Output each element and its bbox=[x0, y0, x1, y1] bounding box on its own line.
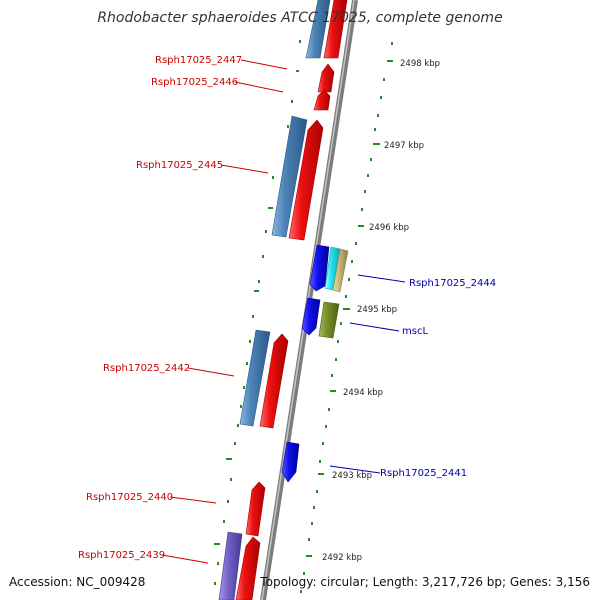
gene-feature bbox=[239, 329, 271, 427]
gene-features bbox=[218, 0, 349, 600]
kbp-label: 2496 kbp bbox=[369, 223, 409, 233]
gene-feature bbox=[245, 481, 266, 537]
gene-label: Rsph17025_2445 bbox=[136, 160, 223, 171]
gene-label: Rsph17025_2446 bbox=[151, 77, 238, 88]
kbp-scale: 2498 kbp 2497 kbp 2496 kbp 2495 kbp 2494… bbox=[322, 59, 440, 563]
gene-feature bbox=[323, 0, 348, 59]
gene-feature bbox=[271, 115, 308, 238]
gene-label: Rsph17025_2439 bbox=[78, 550, 165, 561]
map-title: Rhodobacter sphaeroides ATCC 17025, comp… bbox=[97, 10, 502, 26]
gene-feature bbox=[318, 301, 340, 339]
gene-feature bbox=[218, 531, 243, 600]
gene-feature bbox=[317, 63, 335, 93]
gene-label: Rsph17025_2444 bbox=[409, 278, 496, 289]
accession-text: Accession: NC_009428 bbox=[9, 575, 145, 589]
gene-feature bbox=[281, 441, 300, 483]
gene-feature bbox=[288, 119, 324, 241]
gene-label: Rsph17025_2447 bbox=[155, 55, 242, 66]
label-leaders bbox=[161, 59, 406, 564]
gene-label: mscL bbox=[402, 326, 428, 337]
gene-feature bbox=[259, 333, 289, 429]
gene-feature bbox=[332, 248, 349, 293]
kbp-label: 2495 kbp bbox=[357, 305, 397, 315]
gene-label: Rsph17025_2441 bbox=[380, 468, 467, 479]
kbp-label: 2492 kbp bbox=[322, 553, 362, 563]
kbp-label: 2497 kbp bbox=[384, 141, 424, 151]
tick-tracks bbox=[214, 40, 393, 593]
gene-feature bbox=[313, 89, 331, 111]
gene-label: Rsph17025_2440 bbox=[86, 492, 173, 503]
kbp-label: 2493 kbp bbox=[332, 471, 372, 481]
kbp-label: 2498 kbp bbox=[400, 59, 440, 69]
gene-feature bbox=[235, 536, 261, 600]
genome-summary-text: Topology: circular; Length: 3,217,726 bp… bbox=[259, 575, 590, 589]
gene-feature bbox=[301, 297, 321, 336]
gene-feature bbox=[309, 244, 330, 292]
gene-feature bbox=[305, 0, 331, 59]
gene-labels: Rsph17025_2447 Rsph17025_2446 Rsph17025_… bbox=[78, 55, 496, 561]
kbp-label: 2494 kbp bbox=[343, 388, 383, 398]
gene-label: Rsph17025_2442 bbox=[103, 363, 190, 374]
